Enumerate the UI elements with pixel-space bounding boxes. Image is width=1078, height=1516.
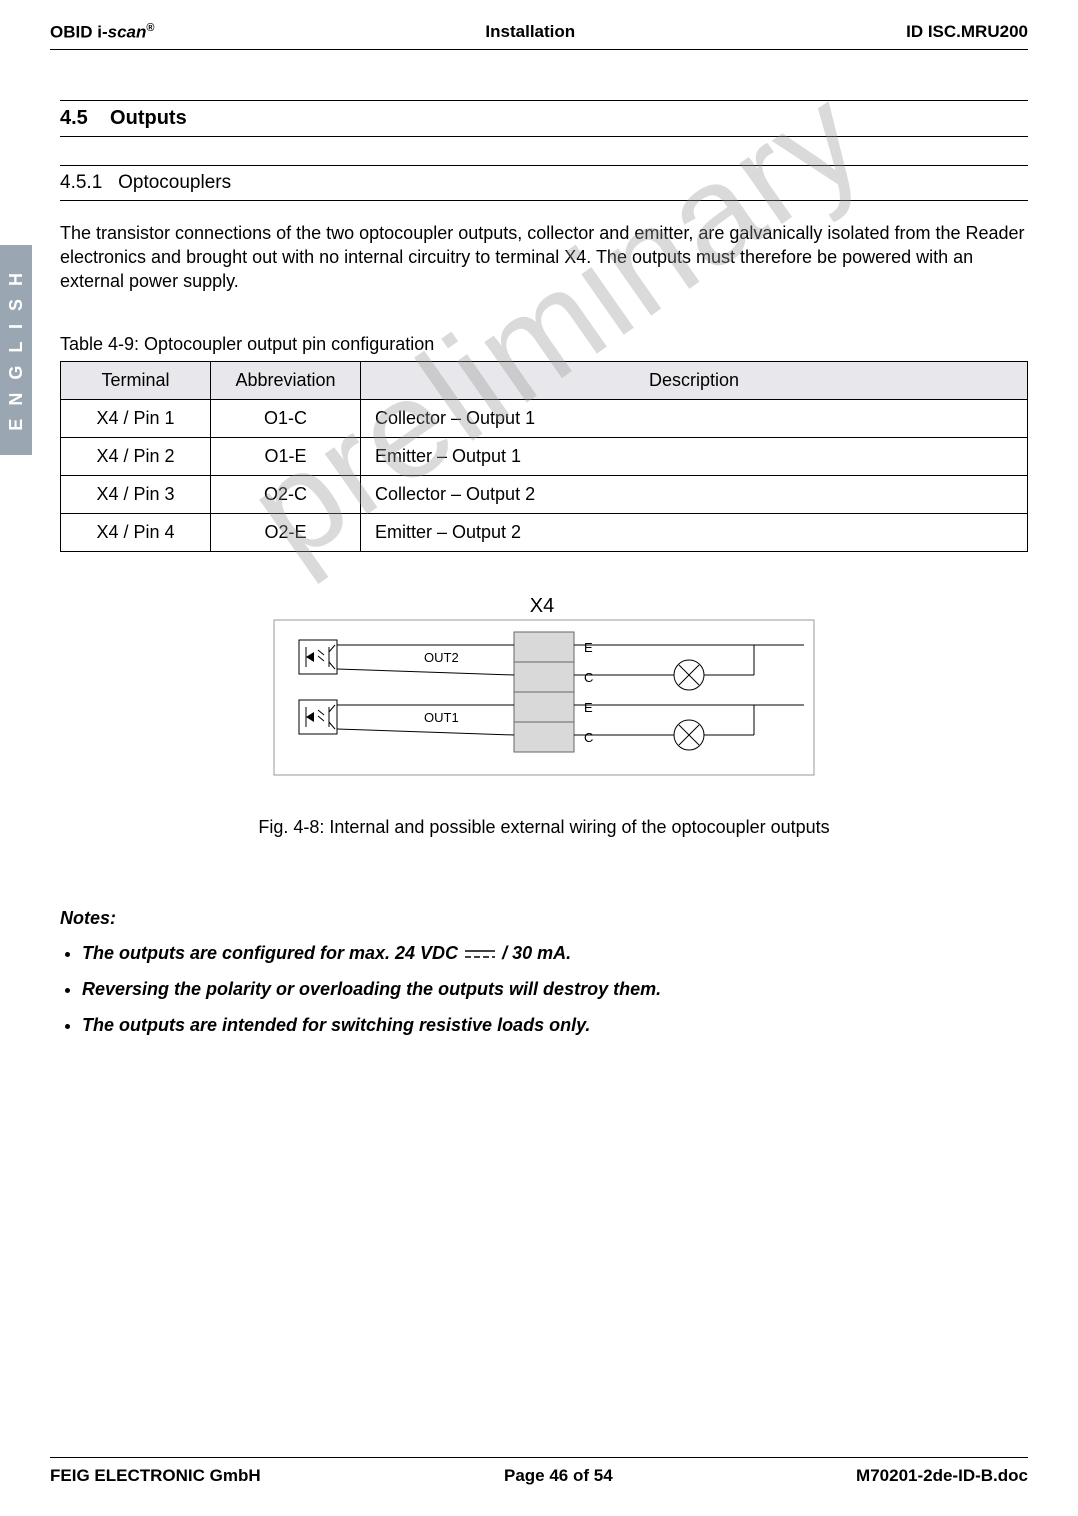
table-header-row: Terminal Abbreviation Description <box>61 361 1028 399</box>
col-abbrev: Abbreviation <box>211 361 361 399</box>
table-row: X4 / Pin 3 O2-C Collector – Output 2 <box>61 475 1028 513</box>
sec45-num: 4.5 <box>60 107 88 129</box>
footer-right: M70201-2de-ID-B.doc <box>856 1466 1028 1486</box>
cell: Collector – Output 1 <box>361 399 1028 437</box>
cell: O1-E <box>211 437 361 475</box>
cell: O1-C <box>211 399 361 437</box>
sec45-title: Outputs <box>110 107 187 129</box>
note-text: Reversing the polarity or overloading th… <box>82 979 661 999</box>
note-item: The outputs are configured for max. 24 V… <box>82 941 1028 965</box>
pin-table: Terminal Abbreviation Description X4 / P… <box>60 361 1028 552</box>
cell: Emitter – Output 1 <box>361 437 1028 475</box>
footer-center: Page 46 of 54 <box>504 1466 613 1486</box>
header-left-sup: ® <box>146 22 154 34</box>
out-label: OUT1 <box>424 710 459 725</box>
header-left: OBID i-scan® <box>50 22 154 43</box>
cell: X4 / Pin 1 <box>61 399 211 437</box>
note-text-pre: The outputs are configured for max. 24 V… <box>82 943 463 963</box>
optocoupler-diagram: X4 E C E C <box>244 592 844 802</box>
cell: X4 / Pin 3 <box>61 475 211 513</box>
col-desc: Description <box>361 361 1028 399</box>
notes-heading: Notes: <box>60 908 1028 929</box>
figure-caption: Fig. 4-8: Internal and possible external… <box>60 817 1028 838</box>
lamp-icon <box>674 660 704 690</box>
cell: X4 / Pin 2 <box>61 437 211 475</box>
cell: Emitter – Output 2 <box>361 513 1028 551</box>
note-text-post: / 30 mA. <box>502 943 571 963</box>
table-row: X4 / Pin 1 O1-C Collector – Output 1 <box>61 399 1028 437</box>
dc-symbol-icon <box>465 948 495 960</box>
header-center: Installation <box>485 22 575 43</box>
table-row: X4 / Pin 4 O2-E Emitter – Output 2 <box>61 513 1028 551</box>
table-caption: Table 4-9: Optocoupler output pin config… <box>60 334 1028 355</box>
content: 4.5 Outputs 4.5.1 Optocouplers The trans… <box>60 100 1028 1038</box>
page-footer: FEIG ELECTRONIC GmbH Page 46 of 54 M7020… <box>50 1457 1028 1486</box>
col-terminal: Terminal <box>61 361 211 399</box>
cell: Collector – Output 2 <box>361 475 1028 513</box>
sec451-num: 4.5.1 <box>60 172 102 193</box>
table-body: X4 / Pin 1 O1-C Collector – Output 1 X4 … <box>61 399 1028 551</box>
out-label: OUT2 <box>424 650 459 665</box>
pin-label: E <box>584 700 593 715</box>
cell: O2-C <box>211 475 361 513</box>
notes-list: The outputs are configured for max. 24 V… <box>82 941 1028 1038</box>
sec451-title: Optocouplers <box>118 172 231 193</box>
intro-paragraph: The transistor connections of the two op… <box>60 221 1028 294</box>
header-right: ID ISC.MRU200 <box>906 22 1028 43</box>
pin-label: C <box>584 730 593 745</box>
diagram-title: X4 <box>530 595 554 617</box>
note-item: Reversing the polarity or overloading th… <box>82 977 1028 1001</box>
note-text: The outputs are intended for switching r… <box>82 1015 590 1035</box>
page-header: OBID i-scan® Installation ID ISC.MRU200 <box>50 22 1028 50</box>
opto-icon <box>299 640 337 674</box>
cell: X4 / Pin 4 <box>61 513 211 551</box>
section-4-5-heading: 4.5 Outputs <box>60 100 1028 137</box>
cell: O2-E <box>211 513 361 551</box>
page: OBID i-scan® Installation ID ISC.MRU200 … <box>0 0 1078 1037</box>
note-item: The outputs are intended for switching r… <box>82 1013 1028 1037</box>
lamp-icon <box>674 720 704 750</box>
table-row: X4 / Pin 2 O1-E Emitter – Output 1 <box>61 437 1028 475</box>
pin-label: E <box>584 640 593 655</box>
pin-label: C <box>584 670 593 685</box>
header-left-pre: OBID i- <box>50 23 108 42</box>
opto-icon <box>299 700 337 734</box>
header-left-scan: scan <box>108 23 147 42</box>
footer-left: FEIG ELECTRONIC GmbH <box>50 1466 261 1486</box>
figure-wrap: X4 E C E C <box>60 592 1028 807</box>
section-4-5-1-heading: 4.5.1 Optocouplers <box>60 165 1028 201</box>
